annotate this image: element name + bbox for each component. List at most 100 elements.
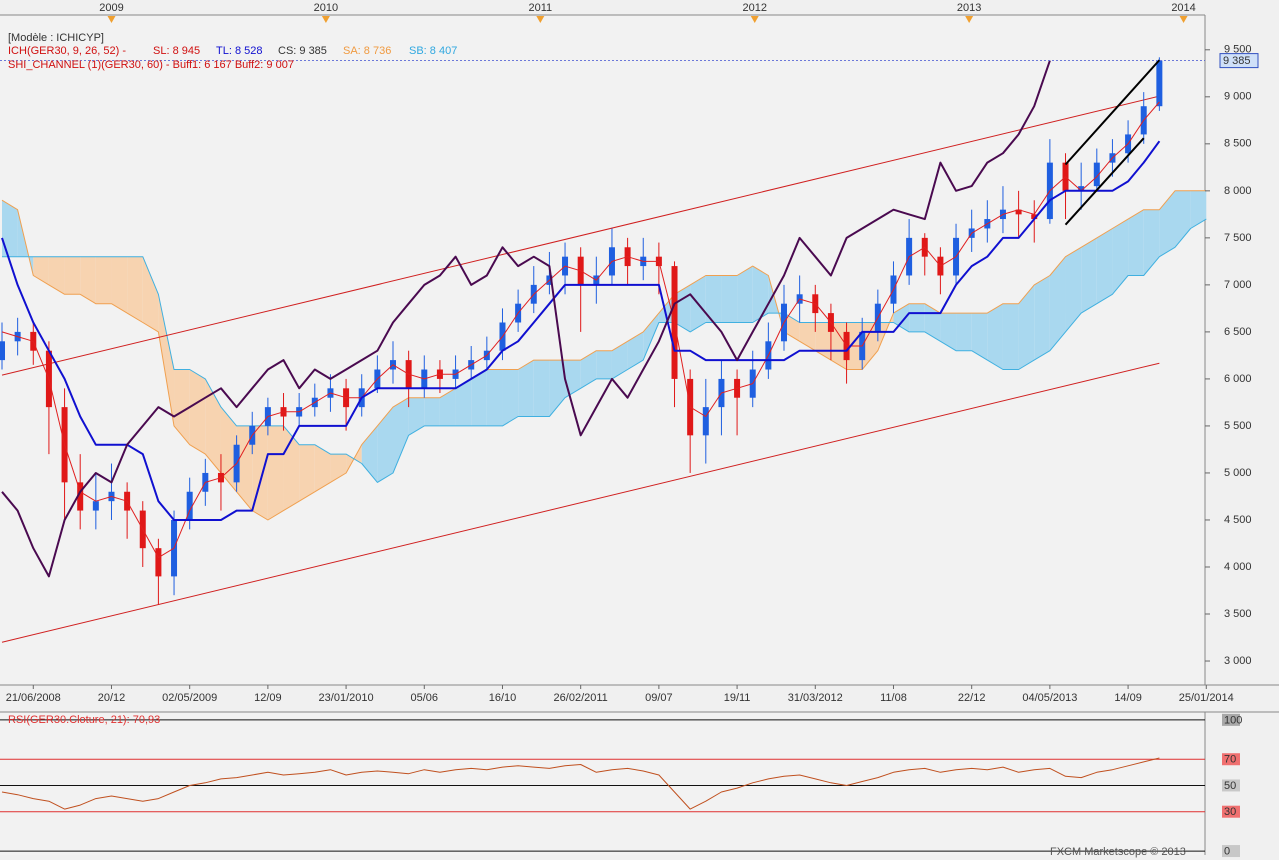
cloud-segment xyxy=(862,322,878,370)
legend-entry: SA: 8 736 xyxy=(343,45,391,57)
cloud-segment xyxy=(643,313,659,361)
cloud-segment xyxy=(1018,284,1035,370)
x-tick-label: 04/05/2013 xyxy=(1022,692,1077,704)
rsi-tick-label: 100 xyxy=(1224,714,1242,726)
x-tick-label: 02/05/2009 xyxy=(162,692,217,704)
year-label: 2013 xyxy=(957,2,981,14)
cloud-segment xyxy=(330,454,347,483)
x-tick-label: 21/06/2008 xyxy=(6,692,61,704)
x-tick-label: 25/01/2014 xyxy=(1179,692,1234,704)
cloud-segment xyxy=(721,275,738,323)
y-tick-label: 5 000 xyxy=(1224,467,1252,479)
cloud-segment xyxy=(64,256,81,295)
cloud-segment xyxy=(596,350,612,379)
cloud-segment xyxy=(1096,228,1113,304)
cloud-segment xyxy=(205,378,221,473)
y-tick-label: 7 500 xyxy=(1224,232,1252,244)
x-tick-label: 09/07 xyxy=(645,692,673,704)
cloud-segment xyxy=(1034,275,1050,361)
cloud-segment xyxy=(1190,190,1207,229)
year-marker xyxy=(536,16,545,23)
model-label: [Modèle : ICHICYP] xyxy=(8,32,104,44)
year-marker xyxy=(750,16,759,23)
rsi-tick-box xyxy=(1222,713,1240,726)
legend-entry: SHI_CHANNEL (1)(GER30, 60) - Buff1: 6 16… xyxy=(8,59,294,71)
cloud-segment xyxy=(705,275,722,323)
cloud-segment xyxy=(1112,219,1129,295)
legend-entry: TL: 8 528 xyxy=(216,45,262,57)
cloud-segment xyxy=(627,331,644,370)
cloud-segment xyxy=(1128,209,1144,276)
y-tick-label: 8 000 xyxy=(1224,185,1252,197)
y-tick-label: 9 000 xyxy=(1224,91,1252,103)
year-marker xyxy=(965,16,974,23)
cloud-segment xyxy=(549,360,566,417)
year-label: 2009 xyxy=(99,2,123,14)
cloud-segment xyxy=(48,256,65,295)
rsi-tick-label: 50 xyxy=(1224,780,1236,792)
x-tick-label: 14/09 xyxy=(1114,692,1142,704)
cloud-segment xyxy=(909,303,925,332)
x-tick-label: 19/11 xyxy=(724,692,751,704)
legend-entry: SB: 8 407 xyxy=(409,45,457,57)
cloud-segment xyxy=(393,397,409,473)
senkou-b-line xyxy=(2,218,1207,483)
y-tick-label: 5 500 xyxy=(1224,420,1252,432)
channel-line xyxy=(1,95,1160,376)
rsi-title: RSI(GER30.Cloture, 21): 70,93 xyxy=(8,714,160,726)
cloud-segment xyxy=(424,397,440,426)
rsi-tick-box xyxy=(1222,779,1240,792)
indicator-line xyxy=(1,60,1051,578)
candle-body xyxy=(1031,214,1038,220)
cloud-segment xyxy=(439,388,456,426)
last-price-box xyxy=(1219,53,1259,69)
cloud-segment xyxy=(111,256,128,314)
x-tick-label: 26/02/2011 xyxy=(554,692,608,704)
cloud-segment xyxy=(158,294,175,426)
cloud-segment xyxy=(1081,237,1097,314)
cloud-segment xyxy=(377,407,393,483)
rsi-tick-box xyxy=(1222,845,1240,858)
cloud-segment xyxy=(2,200,18,257)
y-tick-label: 3 000 xyxy=(1224,655,1252,667)
rsi-tick-label: 70 xyxy=(1224,754,1236,766)
last-price-label: 9 385 xyxy=(1223,55,1251,67)
candle-body xyxy=(155,548,162,577)
x-tick-label: 31/03/2012 xyxy=(788,692,843,704)
cloud-segment xyxy=(956,313,972,351)
cloud-segment xyxy=(471,369,487,426)
cloud-segment xyxy=(1143,209,1160,276)
cloud-segment xyxy=(299,444,315,502)
y-tick-label: 8 500 xyxy=(1224,138,1252,150)
cloud-segment xyxy=(236,425,253,511)
legend-entry: ICH(GER30, 9, 26, 52) - xyxy=(8,45,126,57)
x-tick-label: 11/08 xyxy=(880,692,907,704)
legend-entry: SL: 8 945 xyxy=(153,45,200,57)
y-tick-label: 7 000 xyxy=(1224,279,1252,291)
cloud-segment xyxy=(1159,190,1175,257)
year-label: 2010 xyxy=(314,2,338,14)
footer: FXCM Marketscope © 2013 xyxy=(1050,846,1186,858)
rsi-tick-box xyxy=(1222,805,1240,818)
rsi-tick-box xyxy=(1222,753,1240,766)
cloud-segment xyxy=(580,350,597,389)
indicator-line xyxy=(1,140,1161,521)
cloud-segment xyxy=(518,360,534,417)
rsi-line xyxy=(1,757,1160,810)
rsi-tick-label: 30 xyxy=(1224,806,1236,818)
x-tick-label: 16/10 xyxy=(489,692,517,704)
cloud-segment xyxy=(95,256,112,304)
candle-body xyxy=(77,482,84,511)
cloud-segment xyxy=(1049,256,1066,351)
candle-body xyxy=(0,341,5,361)
cloud-segment xyxy=(1002,303,1019,370)
y-tick-label: 6 500 xyxy=(1224,326,1252,338)
cloud-segment xyxy=(220,407,237,492)
legend-entry: CS: 9 385 xyxy=(278,45,327,57)
cloud-segment xyxy=(314,444,331,492)
year-marker xyxy=(1179,16,1188,23)
cloud-segment xyxy=(142,256,159,332)
candle-body xyxy=(1093,162,1100,187)
x-tick-label: 23/01/2010 xyxy=(319,692,374,704)
y-tick-label: 4 500 xyxy=(1224,514,1252,526)
